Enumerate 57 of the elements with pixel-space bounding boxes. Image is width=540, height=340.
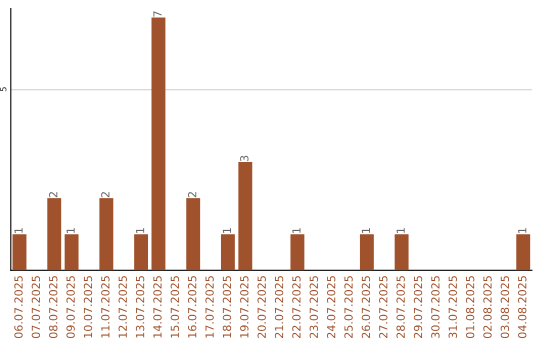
data-label: 1 [136,228,144,233]
x-tick-label: 24.07.2025 [326,276,336,338]
data-label: 2 [101,192,110,198]
bar [64,234,79,270]
x-tick-label: 23.07.2025 [310,276,318,338]
x-tick-label: 15.07.2025 [170,276,180,338]
x-tick-label: 30.07.2025 [431,276,440,338]
bar [12,234,26,270]
data-label: 2 [188,192,196,198]
data-label: 1 [518,228,526,233]
x-tick-label: 06.07.2025 [14,276,23,338]
data-label: 2 [49,192,58,198]
x-tick-label: 03.08.2025 [500,276,510,338]
x-tick-label: 12.07.2025 [118,276,127,338]
data-label: 3 [240,156,249,162]
x-tick-label: 31.07.2025 [448,276,457,338]
x-tick-label: 09.07.2025 [66,276,75,338]
x-tick-label: 14.07.2025 [153,276,162,338]
x-tick-label: 28.07.2025 [396,276,405,338]
data-label: 1 [362,228,370,233]
y-tick-label: 5 [0,87,6,92]
x-tick-label: 21.07.2025 [274,276,284,338]
x-tick-label: 16.07.2025 [188,276,196,338]
x-tick-label: 26.07.2025 [362,276,370,338]
data-label: 1 [222,228,231,233]
x-tick-label: 13.07.2025 [136,276,144,338]
x-tick-label: 08.07.2025 [49,276,58,338]
bar [290,234,304,270]
bar [516,234,530,270]
x-tick-label: 27.07.2025 [379,276,388,338]
bar [99,198,114,270]
x-tick-label: 19.07.2025 [240,276,249,338]
x-tick-label: 01.08.2025 [466,276,474,338]
data-label: 7 [153,11,162,17]
x-tick-label: 22.07.2025 [292,276,301,338]
x-tick-label: 25.07.2025 [344,276,353,338]
x-tick-label: 10.07.2025 [84,276,92,338]
x-tick-label: 18.07.2025 [222,276,232,338]
x-tick-label: 20.07.2025 [257,276,266,338]
bar [394,234,409,270]
data-label: 1 [292,228,300,233]
bar [151,18,166,270]
x-tick-label: 04.08.2025 [518,276,526,338]
x-tick-label: 02.08.2025 [483,276,492,338]
x-tick-label: 07.07.2025 [32,276,40,338]
bar [220,234,235,270]
x-tick-label: 29.07.2025 [414,276,422,338]
bar [47,198,62,270]
bar [134,234,148,270]
bar [186,198,200,270]
data-label: 1 [66,228,75,233]
data-label: 1 [396,228,405,233]
x-tick-label: 17.07.2025 [205,276,214,338]
bar [360,234,374,270]
data-label: 1 [14,228,23,233]
bar [238,162,252,270]
x-tick-label: 11.07.2025 [101,276,110,338]
